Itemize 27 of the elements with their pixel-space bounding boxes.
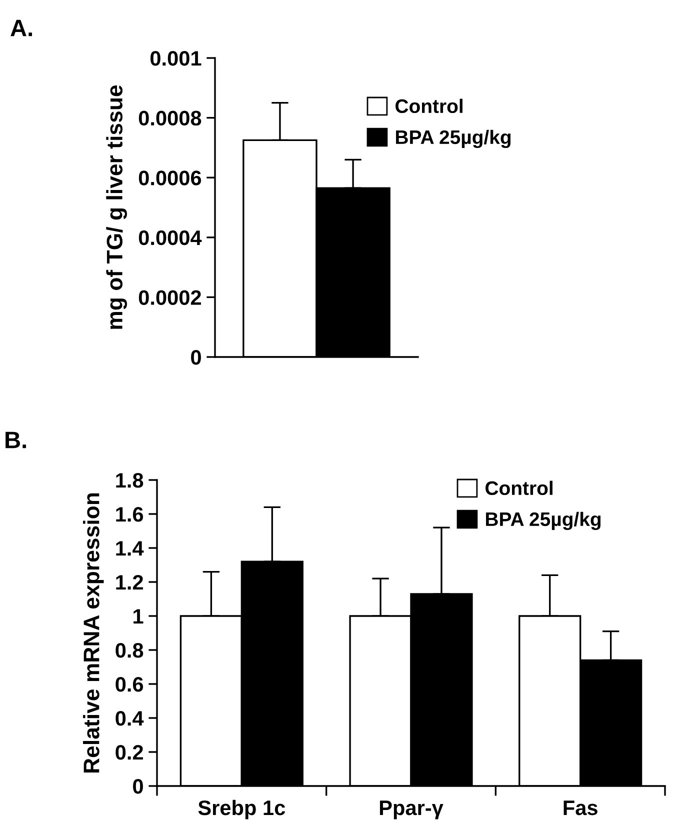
y-tick-label: 0.2: [116, 745, 143, 760]
legend-label: Control: [486, 480, 552, 496]
y-tick-label: 0: [133, 779, 143, 794]
legend-label: BPA 25µg/kg: [486, 512, 601, 530]
legend-label: Control: [396, 98, 462, 114]
legend-label: BPA 25µg/kg: [396, 130, 511, 148]
x-tick-label: Ppar-γ: [380, 800, 444, 820]
y-tick-label: 0: [191, 350, 201, 365]
y-tick-label: 0.6: [116, 677, 144, 692]
y-tick-label: 1: [134, 609, 144, 624]
y-tick-label: 1.6: [116, 507, 144, 522]
text: A.: [10, 20, 32, 36]
x-tick-label: Srebp 1c: [198, 800, 286, 820]
y-tick-label: 0.001: [150, 51, 202, 66]
y-tick-label: 1.2: [116, 575, 143, 590]
y-tick-label: 1.4: [116, 541, 144, 556]
y-tick-label: 0.4: [116, 711, 144, 726]
y-tick-label: 0.0004: [138, 230, 202, 246]
y-tick-label: 0.0008: [138, 110, 202, 126]
y-tick-label: 0.0006: [138, 170, 202, 186]
y-axis-title: Relative mRNA expression: [83, 493, 104, 772]
y-axis-title: mg of TG/ g liver tissue: [106, 85, 127, 329]
y-tick-label: 1.8: [116, 473, 144, 488]
x-tick-label: Fas: [564, 800, 598, 816]
chart-title: B.: [6, 432, 26, 448]
y-tick-label: 0.8: [116, 643, 144, 658]
y-tick-label: 0.0002: [138, 290, 201, 305]
